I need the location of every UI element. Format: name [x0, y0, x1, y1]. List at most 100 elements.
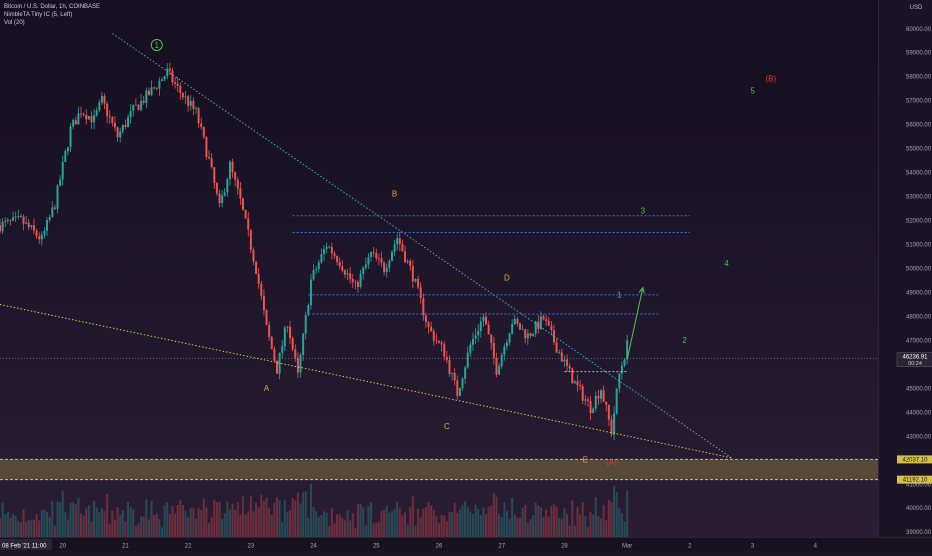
candle-body	[370, 251, 373, 257]
volume-bar	[289, 510, 292, 537]
candle-body	[390, 251, 393, 262]
volume-bar	[116, 507, 119, 537]
volume-bar	[592, 514, 595, 537]
volume-bar	[0, 518, 1, 537]
candle-body	[592, 408, 595, 414]
candle-body	[77, 113, 80, 125]
candle-body	[255, 261, 258, 274]
candle-body	[302, 333, 305, 355]
volume-bar	[25, 521, 28, 537]
candle-body	[278, 352, 281, 374]
volume-bar	[6, 512, 9, 537]
candle-body	[354, 281, 357, 283]
wave-label: 1	[617, 290, 622, 299]
volume-bar	[346, 510, 349, 537]
candle-body	[312, 270, 315, 280]
volume-bar	[262, 500, 265, 537]
price-axis[interactable]: USD39000.0040000.0041000.0042000.0043000…	[878, 0, 932, 537]
volume-bar	[573, 526, 576, 537]
symbol-title[interactable]: Bitcoin / U.S. Dollar, 1h, COINBASE	[4, 4, 101, 10]
volume-bar	[563, 508, 566, 537]
volume-bar	[362, 507, 365, 537]
candle-body	[163, 76, 166, 80]
candle-body	[398, 238, 401, 245]
candle-body	[623, 359, 626, 366]
volume-bar	[383, 509, 386, 537]
volume-bar	[317, 516, 320, 537]
candle-body	[359, 273, 362, 287]
volume-bar	[147, 519, 150, 537]
candle-body	[189, 100, 192, 106]
volume-bar	[417, 508, 420, 537]
volume-bar	[602, 504, 605, 537]
candle-body	[579, 385, 582, 387]
volume-bar	[179, 500, 182, 537]
candle-body	[597, 395, 600, 399]
candle-body	[69, 126, 72, 147]
volume-bar	[296, 492, 299, 537]
volume-bar	[377, 522, 380, 537]
volume-bar	[302, 492, 305, 537]
candle-body	[317, 262, 320, 269]
price-tick-label: 59000.00	[906, 51, 932, 57]
volume-bar	[367, 506, 370, 537]
volume-bar	[357, 504, 359, 537]
volume-bar	[487, 506, 490, 537]
candle-body	[95, 110, 98, 116]
volume-bar	[380, 510, 383, 537]
volume-bar	[500, 516, 503, 537]
price-tick-label: 50000.00	[906, 267, 932, 273]
candle-body	[30, 225, 33, 228]
chart-legend: Bitcoin / U.S. Dollar, 1h, COINBASE Nimb…	[4, 3, 100, 27]
candle-body	[581, 386, 584, 401]
volume-bar	[351, 513, 354, 537]
candle-body	[445, 356, 448, 361]
volume-bar	[498, 513, 501, 537]
volume-bar	[174, 513, 177, 537]
projection-arrow-head	[638, 286, 645, 294]
zone-price-label: 41192.10	[903, 478, 928, 484]
volume-bar	[153, 515, 156, 537]
volume-indicator-label[interactable]: Vol (20)	[4, 20, 25, 26]
volume-bar	[375, 522, 378, 537]
time-axis[interactable]: 08 Feb '21 11:00 20 21 22 23 24 25 26 27 28 Mar 2 3 4	[0, 537, 932, 551]
candle-body	[558, 352, 561, 354]
candle-body	[32, 225, 35, 231]
volume-bar	[424, 507, 427, 537]
volume-bar	[492, 493, 495, 537]
volume-bar	[150, 500, 153, 537]
candle-body	[328, 246, 331, 248]
volume-bar	[134, 525, 137, 537]
price-chart[interactable]: 1 A B C D E (A) (B) 1 2 3 4 5	[0, 0, 878, 537]
wave-label: (B)	[766, 75, 777, 84]
volume-bar	[534, 502, 537, 537]
volume-bar	[38, 520, 41, 537]
candle-body	[100, 96, 103, 103]
wave-label: A	[264, 384, 270, 393]
volume-bar	[80, 513, 82, 537]
volume-bar	[451, 512, 454, 537]
chart-area[interactable]: 1 A B C D E (A) (B) 1 2 3 4 5 Bitcoin / U.S. Dollar,…	[0, 0, 878, 537]
candle-body	[498, 366, 501, 375]
time-tick-label: 25	[373, 544, 380, 550]
indicator-label[interactable]: NimbleTA Tiny IC (5, Left)	[4, 12, 73, 18]
volume-bar	[208, 522, 211, 537]
candle-body	[93, 115, 96, 123]
volume-bar	[618, 507, 621, 537]
volume-bar	[586, 527, 589, 537]
candle-body	[231, 161, 234, 173]
candle-body	[64, 151, 67, 163]
volume-bar	[56, 501, 59, 537]
volume-bar	[140, 516, 143, 537]
volume-bar	[445, 521, 448, 537]
current-price-tag	[896, 352, 932, 368]
volume-bar	[490, 505, 493, 537]
volume-bar	[291, 497, 294, 537]
candle-body	[357, 282, 359, 287]
candle-body	[456, 380, 459, 396]
candle-body	[500, 354, 503, 367]
volume-bar	[304, 491, 307, 537]
candle-body	[223, 192, 226, 196]
candle-body	[17, 216, 20, 218]
